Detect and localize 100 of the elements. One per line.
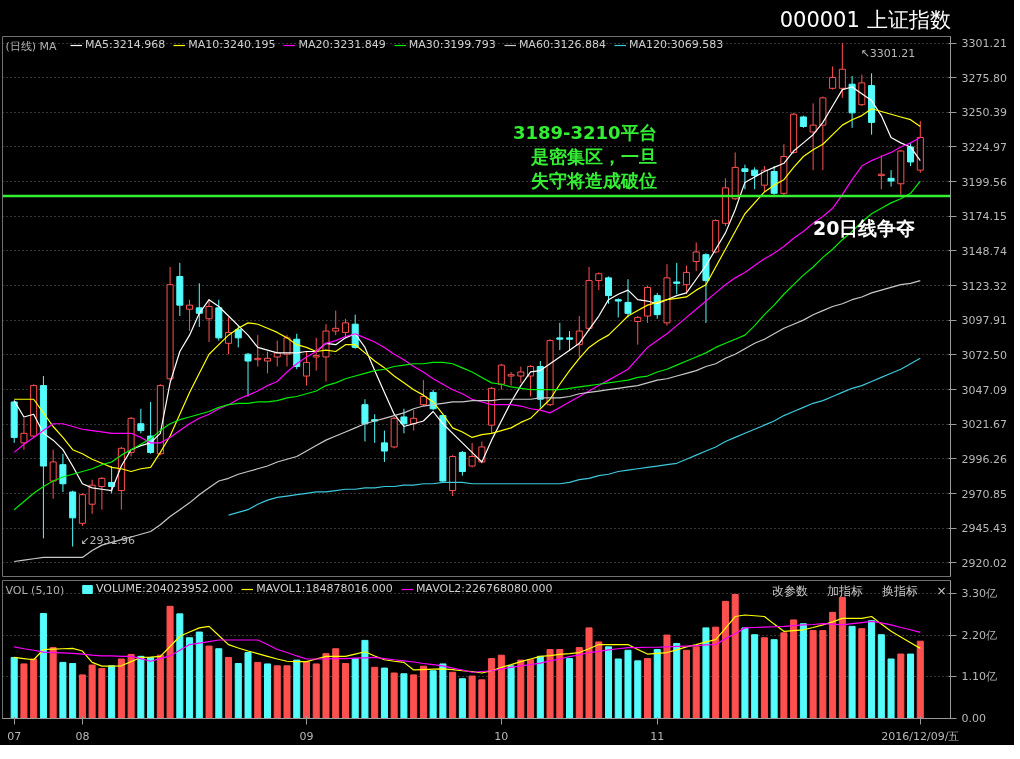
candlestick (838, 42, 846, 99)
legend-label: MA5:3214.968 (85, 38, 166, 51)
y-tick-label: 3199.56 (961, 175, 1007, 189)
candlestick (907, 142, 915, 167)
bar (478, 679, 486, 719)
chart-title: 000001 上证指数 (779, 7, 951, 32)
y-tick-label: 2.20亿 (961, 628, 997, 642)
bar (829, 611, 837, 719)
bar (780, 632, 788, 719)
annotation: 改参数 (771, 583, 808, 598)
candlestick (829, 66, 837, 91)
candlestick (380, 430, 388, 463)
bar (692, 646, 700, 719)
legend-label: MA10:3240.195 (188, 38, 276, 51)
candlestick (468, 442, 476, 468)
bar (468, 675, 476, 719)
candlestick (770, 165, 778, 196)
bar (98, 667, 106, 719)
x-tick-label: 07 (7, 729, 22, 743)
bar (254, 661, 262, 719)
bar (371, 666, 379, 719)
bar (127, 653, 135, 719)
candlestick (566, 330, 574, 351)
bar (69, 663, 77, 719)
bar (848, 625, 856, 719)
bar (419, 665, 427, 719)
bar (312, 663, 320, 719)
bar (721, 600, 729, 719)
bar (643, 658, 652, 719)
y-tick-label: 3275.80 (961, 71, 1007, 85)
candlestick (751, 166, 759, 190)
candlestick (361, 398, 369, 442)
bar (624, 649, 632, 719)
annotation: 换指标 (881, 583, 918, 598)
y-tick-label: 3123.32 (961, 279, 1007, 293)
bar (663, 634, 671, 719)
bar (88, 664, 96, 719)
bar (536, 655, 544, 719)
bar (760, 637, 768, 719)
y-tick-label: 0.00 (961, 712, 986, 725)
legend-label: VOLUME:204023952.000 (96, 582, 234, 595)
bar (166, 605, 174, 719)
bar (887, 658, 895, 719)
candlestick (887, 169, 895, 187)
annotation: 加指标 (826, 583, 863, 598)
candlestick (205, 299, 213, 343)
candlestick (49, 449, 57, 500)
bar (108, 665, 116, 719)
y-tick-label: 3097.91 (961, 314, 1007, 328)
bar (263, 663, 272, 719)
bar (195, 631, 203, 719)
legend-label: MA120:3069.583 (629, 38, 724, 51)
bar (390, 672, 398, 719)
legend-label: MA60:3126.884 (518, 38, 607, 51)
bar (585, 627, 593, 719)
ref-line-label: 3189-3210平台是密集区，一旦失守将造成破位 (512, 122, 657, 192)
legend-label: MAVOL2:226768080.000 (415, 582, 553, 595)
bar (809, 630, 817, 719)
y-tick-label: 3.30亿 (961, 586, 997, 600)
line-series (13, 279, 921, 563)
annotation: ↖3301.21 (860, 47, 916, 61)
y-tick-label: 2920.02 (961, 556, 1007, 570)
bar (497, 654, 505, 719)
bar (20, 663, 28, 719)
bar (858, 628, 866, 719)
line-series (227, 357, 921, 516)
bar (439, 663, 447, 719)
candlestick (673, 262, 681, 295)
legend-label: MA30:3199.793 (408, 38, 496, 51)
bar (673, 642, 681, 719)
bar (449, 671, 457, 719)
bar (361, 639, 369, 719)
x-tick-label: 10 (494, 729, 509, 743)
candlestick (682, 265, 690, 295)
bar (156, 654, 164, 719)
bar (702, 627, 710, 719)
x-tick-label: 09 (299, 729, 314, 743)
y-tick-label: 3250.39 (961, 106, 1007, 120)
bar (117, 658, 125, 719)
y-tick-label: 3224.97 (961, 141, 1007, 154)
bar (147, 656, 155, 719)
bar (332, 648, 340, 719)
candlestick (20, 417, 28, 451)
candlestick (419, 379, 427, 407)
bar (595, 641, 603, 719)
bar (137, 655, 145, 719)
x-tick-label: 11 (650, 729, 665, 743)
bar (351, 658, 359, 719)
candlestick (692, 241, 700, 272)
text: × (936, 583, 947, 598)
bar (819, 630, 827, 719)
bar (507, 665, 515, 719)
bar (907, 653, 915, 719)
legend-title: (日线) MA (5, 39, 58, 53)
candlestick (809, 102, 817, 171)
candlestick (634, 315, 642, 346)
candlestick (98, 476, 106, 511)
x-tick-label: 08 (75, 729, 90, 743)
bar (380, 667, 388, 719)
candlestick (312, 337, 320, 372)
